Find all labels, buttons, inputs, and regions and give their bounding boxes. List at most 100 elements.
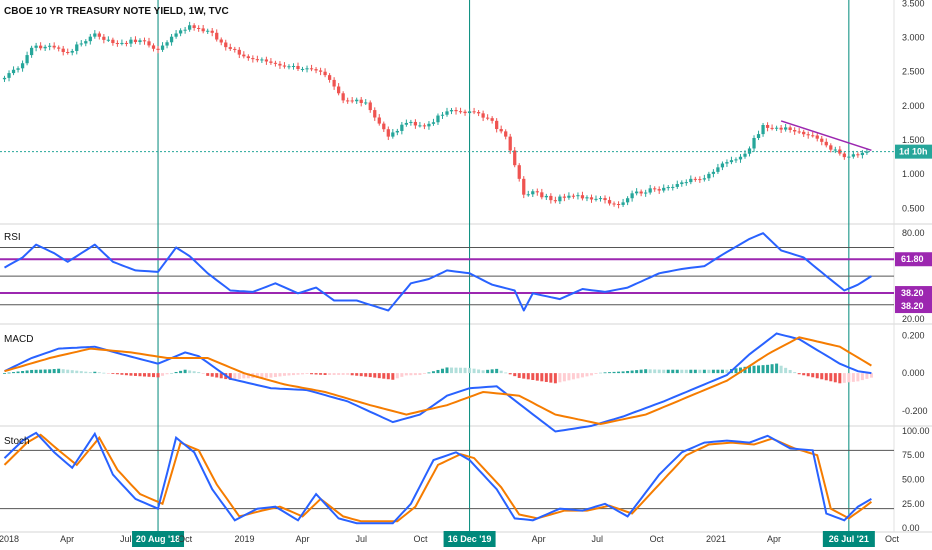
macd-histogram-bar xyxy=(653,369,657,374)
candle-body xyxy=(698,179,702,181)
candle-body xyxy=(472,111,476,113)
candle-body xyxy=(188,25,192,30)
macd-histogram-bar xyxy=(513,373,517,377)
macd-histogram-bar xyxy=(481,370,485,374)
candle-body xyxy=(716,167,720,172)
macd-histogram-bar xyxy=(630,370,634,374)
candle-body xyxy=(404,122,408,125)
candle-body xyxy=(359,99,363,103)
candle-body xyxy=(25,55,29,64)
macd-histogram-bar xyxy=(666,369,670,374)
time-axis-tick-label: Oct xyxy=(414,534,429,544)
macd-histogram-bar xyxy=(39,369,43,374)
price-axis-tick-label: 1.000 xyxy=(902,169,925,179)
macd-histogram-bar xyxy=(522,373,526,379)
macd-histogram-bar xyxy=(373,373,377,378)
rsi-level-badge-text: 38.20 xyxy=(901,288,924,298)
macd-histogram-bar xyxy=(210,373,214,377)
candle-body xyxy=(61,48,65,52)
candle-body xyxy=(495,120,499,130)
candle-body xyxy=(824,141,828,146)
macd-histogram-bar xyxy=(838,373,842,384)
macd-histogram-bar xyxy=(12,372,16,374)
stoch-pane[interactable] xyxy=(0,431,894,525)
candle-body xyxy=(784,127,788,130)
candle-body xyxy=(648,188,652,193)
candle-body xyxy=(133,39,138,43)
candle-body xyxy=(156,48,160,50)
candle-body xyxy=(865,151,869,153)
macd-histogram-bar xyxy=(246,373,250,379)
candle-body xyxy=(151,45,156,49)
macd-histogram-bar xyxy=(75,370,79,374)
macd-histogram-bar xyxy=(400,373,404,377)
macd-pane-label: MACD xyxy=(4,334,33,345)
candle-body xyxy=(413,121,418,126)
candle-body xyxy=(481,113,485,118)
time-axis-tick-label: Apr xyxy=(60,534,74,544)
candle-body xyxy=(57,47,61,49)
macd-histogram-bar xyxy=(544,373,548,382)
time-axis-tick-label: 2018 xyxy=(0,534,19,544)
stoch-k-line xyxy=(3,431,872,525)
macd-histogram-bar xyxy=(603,372,607,374)
candle-body xyxy=(332,79,336,87)
macd-histogram-bar xyxy=(869,373,873,378)
macd-pane[interactable] xyxy=(3,332,873,433)
candle-body xyxy=(323,71,327,76)
candle-body xyxy=(318,70,323,72)
macd-histogram-bar xyxy=(88,372,92,374)
signal-line xyxy=(4,336,872,426)
stoch-pane-label: Stoch xyxy=(4,436,30,447)
macd-histogram-bar xyxy=(508,373,512,375)
macd-histogram-bar xyxy=(269,373,273,378)
candle-body xyxy=(395,130,399,133)
trendline xyxy=(780,120,872,151)
candle-body xyxy=(409,121,413,123)
candle-body xyxy=(287,66,291,68)
price-axis-tick-label: 2.000 xyxy=(902,101,925,111)
candle-body xyxy=(16,68,20,70)
macd-histogram-bar xyxy=(328,373,332,375)
macd-histogram-bar xyxy=(495,368,499,374)
candle-body xyxy=(463,111,467,114)
macd-histogram-bar xyxy=(689,369,693,374)
macd-histogram-bar xyxy=(165,373,169,375)
candle-body xyxy=(504,131,508,137)
macd-histogram-bar xyxy=(662,369,666,374)
macd-histogram-bar xyxy=(142,373,146,377)
candle-body xyxy=(797,131,801,133)
candle-body xyxy=(684,182,688,184)
candle-body xyxy=(621,202,625,205)
macd-histogram-bar xyxy=(61,369,65,374)
macd-histogram-bar xyxy=(52,369,56,374)
macd-histogram-bar xyxy=(395,373,399,379)
macd-histogram-bar xyxy=(698,369,702,374)
candle-body xyxy=(368,102,372,111)
date-marker-badge xyxy=(132,531,185,547)
macd-histogram-bar xyxy=(111,373,115,374)
candle-body xyxy=(811,135,815,137)
candle-body xyxy=(815,135,819,139)
candle-body xyxy=(662,187,666,191)
macd-histogram-bar xyxy=(106,373,110,374)
rsi-pane[interactable] xyxy=(0,232,894,312)
candle-body xyxy=(585,197,589,199)
macd-histogram-bar xyxy=(784,367,788,374)
macd-histogram-bar xyxy=(21,371,25,374)
candle-body xyxy=(625,198,630,203)
time-axis-tick-label: Jul xyxy=(592,534,604,544)
chart-title: CBOE 10 YR TREASURY NOTE YIELD, 1W, TVC xyxy=(4,6,229,17)
macd-histogram-bar xyxy=(84,371,88,374)
rsi-level-badge xyxy=(895,286,932,301)
candle-body xyxy=(666,187,670,189)
macd-histogram-bar xyxy=(179,370,183,374)
price-pane[interactable] xyxy=(0,21,894,209)
candle-body xyxy=(120,42,124,44)
macd-histogram-bar xyxy=(242,373,246,379)
macd-histogram-bar xyxy=(133,373,137,376)
candle-body xyxy=(314,69,318,71)
candle-body xyxy=(657,189,661,191)
